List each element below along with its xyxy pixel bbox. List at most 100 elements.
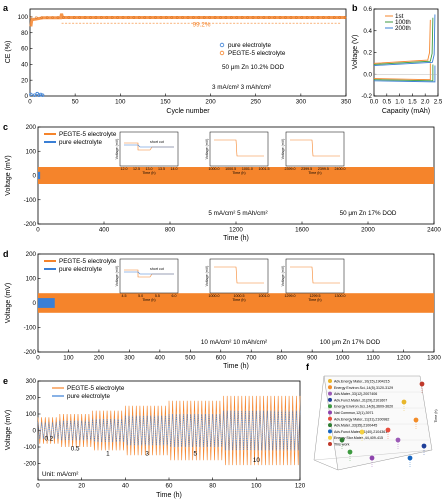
panel-a-pegte-point	[121, 16, 125, 19]
panel-b-legend-label: 100th	[395, 19, 411, 26]
panel-c-legend-label: pure electrolyte	[59, 139, 103, 146]
panel-a-pegte-point	[159, 16, 163, 19]
panel-e-pure-series	[37, 410, 301, 451]
panel-e-panel-letter: e	[3, 376, 8, 386]
panel-a-pegte-point	[192, 16, 195, 19]
panel-b: 0.0 0.5 1.0 1.5 2.0 2.5-0.20.00.20.40.6bVolta…	[352, 3, 442, 115]
panel-c-inset-note: short cut	[150, 140, 164, 144]
panel-f-legend-label: Adv.Mater.,33(35),2100445	[334, 424, 377, 428]
panel-a-pegte-point	[327, 16, 331, 19]
panel-e-x-tick-label: 80	[209, 483, 216, 490]
panel-a-pegte-point	[165, 16, 168, 19]
panel-e-x-tick-label: 60	[166, 483, 173, 490]
panel-a-pegte-point	[246, 16, 249, 19]
panel-a-x-tick-label: 250	[251, 99, 262, 106]
panel-c-inset-tick-label: 12.5	[133, 167, 140, 171]
panel-f-legend-marker	[328, 435, 332, 440]
panel-c-inset-x-label: Time (h)	[232, 171, 245, 175]
panel-e-y-tick-label: 0	[33, 428, 37, 435]
panel-c-inset-tick-label: 14.0	[171, 167, 178, 171]
panel-a-pure-point	[37, 93, 41, 97]
panel-e-pegte-series	[37, 395, 301, 466]
panel-c-inset-tick-label: 2399.0	[285, 167, 296, 171]
panel-f-legend-label: Energy Environ.Sci.,14(5),3120-3129	[334, 386, 393, 390]
panel-a-pegte-point	[311, 16, 314, 19]
panel-f-legend-label: Nat Commun,12(1),3971	[334, 411, 374, 415]
panel-d-x-tick-label: 900	[307, 355, 318, 362]
panel-a-pegte-point	[219, 16, 222, 19]
panel-a-x-tick-label: 100	[115, 99, 126, 106]
panel-d-inset-frame	[119, 258, 179, 294]
panel-b-y-tick-label: 0.4	[363, 28, 372, 35]
panel-a-annotation: 3 mA/cm² 3 mAh/cm²	[212, 84, 271, 91]
panel-a-y-tick-label: 20	[21, 77, 28, 84]
panel-a-pegte-point	[267, 16, 271, 19]
panel-c-x-tick-label: 800	[165, 227, 176, 234]
panel-a-pegte-point	[262, 16, 266, 19]
panel-f-point	[413, 417, 419, 423]
panel-a-pegte-point	[154, 16, 157, 19]
panel-e-y-axis-label: Voltage (mV)	[5, 410, 12, 450]
panel-c-inset-tick-label: 1000.5	[225, 167, 236, 171]
panel-c-inset-pegte-line	[290, 139, 340, 157]
panel-b-x-tick-label: 2.5	[434, 99, 442, 106]
panel-a-pegte-point	[29, 16, 33, 19]
panel-f-point	[419, 381, 425, 387]
panel-d-inset-tick-label: 1000.5	[234, 294, 245, 298]
panel-a-pegte-point	[170, 16, 174, 19]
panel-f-point	[385, 427, 391, 433]
panel-a-pegte-point	[56, 16, 60, 19]
panel-d-pegte-band	[38, 293, 434, 313]
panel-a-y-tick-label: 0	[25, 93, 29, 100]
panel-d-inset-pegte-line	[214, 266, 264, 284]
panel-b-x-tick-label: 2.0	[421, 99, 430, 106]
panel-d-inset: 1299.0 1299.5 1300.0 Time (h) Voltage (mV)	[281, 258, 346, 302]
panel-d-inset-note: short cut	[150, 267, 164, 271]
panel-b-panel-letter: b	[352, 3, 358, 13]
panel-b-legend-label: 200th	[395, 25, 411, 32]
panel-d-pure-band	[38, 298, 55, 308]
panel-d-inset-tick-label: 1001.0	[259, 294, 270, 298]
panel-b-x-tick-label: 0.5	[382, 99, 391, 106]
panel-a-pegte-point	[322, 16, 325, 19]
panel-a-pegte-point	[295, 16, 298, 19]
panel-d-inset-x-label: Time (h)	[308, 298, 321, 302]
panel-d-inset: short cut 4.5 5.0 5.5 6.0 Time (h) Voltage (mV…	[115, 258, 179, 302]
panel-e-rate-label: 0.5	[71, 445, 80, 452]
panel-c-x-tick-label: 400	[99, 227, 110, 234]
panel-e-x-tick-label: 120	[295, 483, 306, 490]
panel-f-legend-marker	[328, 442, 332, 446]
panel-d-x-tick-label: 1100	[366, 355, 380, 362]
panel-e-x-tick-label: 0	[36, 483, 40, 490]
panel-f-legend-label: Adv.Energy Mater.,11(31),2100982	[334, 417, 389, 421]
panel-d-annotation: 100 μm Zn 17% DOD	[320, 339, 381, 346]
panel-d-inset-pegte-line	[290, 266, 340, 284]
panel-a-pegte-point	[208, 16, 211, 19]
panel-f-legend-label: This work	[334, 443, 350, 447]
panel-d-y-tick-label: -100	[24, 325, 37, 332]
panel-a-pegte-point	[186, 16, 190, 19]
panel-a-pegte-point	[240, 16, 244, 19]
panel-e-legend-label: PEGTE-5 electrolyte	[67, 385, 125, 392]
panel-f-legend-marker	[328, 423, 332, 428]
panel-e: 0 20 40 60 80 100 120 -200 -100 0 100 200 300 e Voltag…	[3, 376, 306, 499]
panel-a-pegte-point	[230, 16, 233, 19]
panel-b-y-axis-label: Voltage (V)	[352, 35, 359, 70]
panel-c: 0 400 800 1200 1600 2000 2400 -200 -100 0 100 200 c V…	[3, 122, 441, 242]
panel-c-x-tick-label: 1200	[229, 227, 243, 234]
panel-c-inset-frame	[209, 131, 269, 167]
panel-d-inset-y-label: Voltage (mV)	[281, 266, 285, 287]
panel-f-legend-marker	[328, 397, 332, 402]
panel-e-y-tick-label: 300	[26, 378, 37, 385]
panel-e-rate-label: 10	[253, 457, 261, 464]
panel-d-inset-tick-label: 5.5	[155, 294, 160, 298]
panel-f-point	[347, 449, 353, 455]
panel-a-legend-marker	[219, 50, 225, 56]
panel-f-panel-letter: f	[306, 362, 310, 372]
panel-d-inset-y-label: Voltage (mV)	[115, 266, 119, 287]
panel-a-pure-point	[40, 93, 45, 97]
panel-a-pegte-point	[127, 16, 130, 19]
panel-a-pure-point	[29, 92, 33, 97]
panel-e-unit-label: Unit: mA/cm²	[42, 471, 78, 478]
panel-f-legend-marker	[328, 416, 332, 421]
